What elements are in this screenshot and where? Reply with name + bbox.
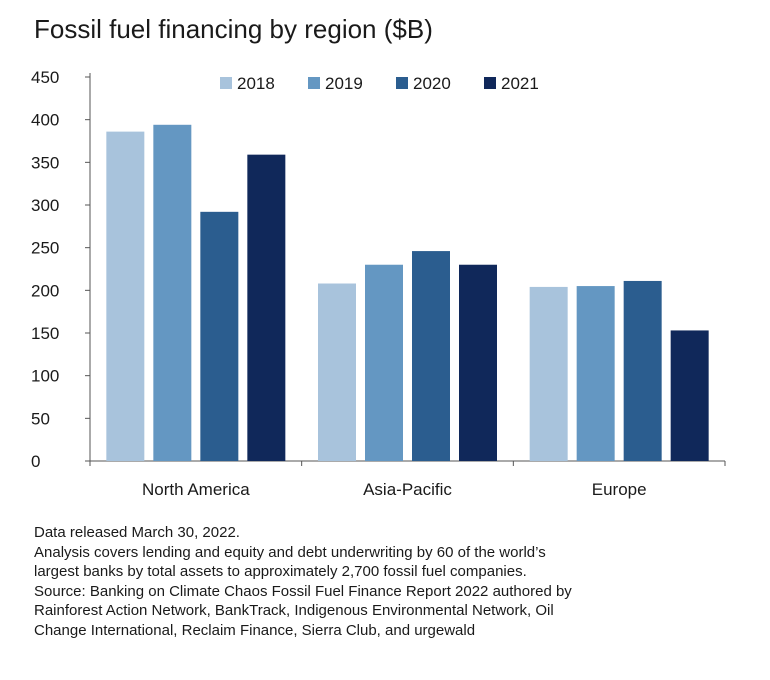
note-line: Rainforest Action Network, BankTrack, In… — [34, 602, 554, 619]
bar-europe-2021 — [670, 330, 709, 461]
bar-asia-pacific-2020 — [412, 251, 450, 461]
chart-title: Fossil fuel financing by region ($B) — [34, 14, 433, 44]
y-tick-label: 450 — [31, 68, 59, 87]
x-category-label: Asia-Pacific — [363, 480, 452, 499]
legend: 2018 2019 2020 2021 — [220, 74, 539, 93]
axes: 0 50 100 150 200 250 300 350 400 450 North America… — [31, 68, 726, 499]
bar-europe-2019 — [576, 286, 615, 461]
legend-swatch-2021 — [484, 77, 496, 89]
note-line: Change International, Reclaim Finance, S… — [34, 621, 476, 639]
legend-label-2018: 2018 — [237, 74, 275, 93]
bar-north-america-2020 — [200, 211, 239, 461]
bar-asia-pacific-2019 — [365, 264, 403, 461]
bar-chart: 0 50 100 150 200 250 300 350 400 450 North America… — [31, 68, 726, 499]
y-tick-label: 200 — [31, 281, 59, 300]
y-tick-label: 100 — [31, 367, 59, 386]
note-line: largest banks by total assets to approxi… — [34, 563, 527, 580]
note-line: Data released March 30, 2022. — [34, 524, 240, 541]
bar-asia-pacific-2018 — [318, 283, 356, 461]
y-tick-label: 350 — [31, 153, 59, 172]
bar-north-america-2018 — [106, 131, 145, 461]
bar-europe-2018 — [529, 286, 568, 461]
y-tick-label: 250 — [31, 239, 59, 258]
note-line: Analysis covers lending and equity and d… — [34, 543, 546, 561]
y-tick-label: 400 — [31, 111, 59, 130]
legend-swatch-2020 — [396, 77, 408, 89]
legend-label-2021: 2021 — [501, 74, 539, 93]
bar-north-america-2021 — [247, 154, 286, 462]
legend-label-2019: 2019 — [325, 74, 363, 93]
bar-asia-pacific-2021 — [459, 264, 497, 461]
x-category-label: North America — [142, 480, 250, 499]
y-tick-label: 0 — [31, 452, 40, 471]
x-category-label: Europe — [592, 480, 647, 499]
bar-north-america-2019 — [153, 124, 192, 461]
legend-swatch-2018 — [220, 77, 232, 89]
y-tick-label: 300 — [31, 196, 59, 215]
y-tick-label: 150 — [31, 324, 59, 343]
legend-swatch-2019 — [308, 77, 320, 89]
bars — [106, 124, 709, 462]
chart-notes: Data released March 30, 2022. Analysis c… — [34, 523, 754, 640]
bar-europe-2020 — [623, 280, 662, 461]
note-line: Source: Banking on Climate Chaos Fossil … — [34, 582, 572, 600]
legend-label-2020: 2020 — [413, 74, 451, 93]
y-tick-label: 50 — [31, 409, 50, 428]
